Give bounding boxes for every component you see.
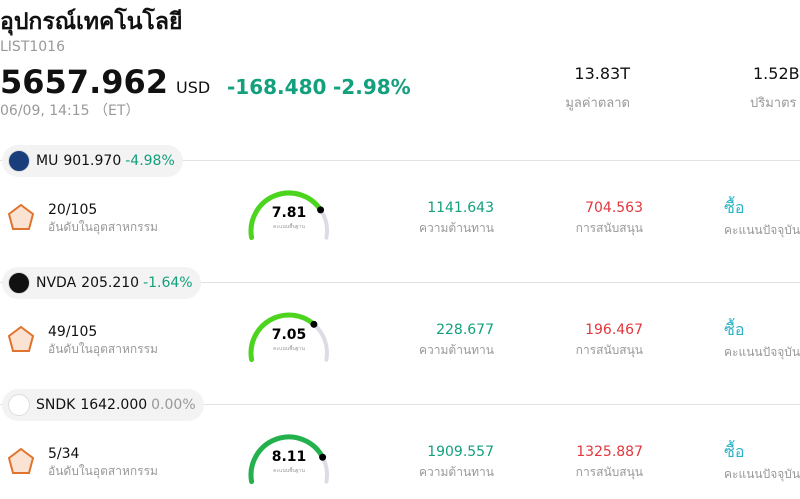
resistance: 1141.643 xyxy=(427,200,494,216)
support-label: การสนับสนุน xyxy=(575,221,643,235)
support-label: การสนับสนุน xyxy=(575,343,643,357)
list-id: LIST1016 xyxy=(0,39,65,55)
gauge-track xyxy=(320,455,329,484)
rank-label: อันดับในอุตสาหกรรม xyxy=(48,342,158,356)
rating: ซื้อ xyxy=(724,320,745,339)
rank-icon xyxy=(7,447,35,474)
logo xyxy=(8,394,30,416)
rank: 5/34 xyxy=(48,446,80,462)
separator xyxy=(0,282,800,283)
gauge-arc xyxy=(248,312,317,363)
separator xyxy=(0,404,800,405)
rank-shape xyxy=(7,325,35,352)
stock-change: 0.00% xyxy=(151,397,196,413)
support: 196.467 xyxy=(585,322,643,338)
title: อุปกรณ์เทคโนโลยี xyxy=(0,9,183,35)
rating: ซื้อ xyxy=(724,198,745,217)
stock-price: 1642.000 xyxy=(80,397,148,413)
stock-change: -4.98% xyxy=(125,153,175,169)
currency: USD xyxy=(176,78,211,97)
price: 5657.962 xyxy=(0,63,169,101)
rating: ซื้อ xyxy=(724,442,745,461)
score-label: คะแนนพื้นฐาน xyxy=(273,221,305,230)
separator xyxy=(0,160,800,161)
support-label: การสนับสนุน xyxy=(575,465,643,479)
logo xyxy=(8,272,30,294)
gauge-track xyxy=(311,322,329,362)
gauge-track xyxy=(318,207,329,240)
volume-label: ปริมาตร xyxy=(750,96,797,111)
score-label: คะแนนพื้นฐาน xyxy=(273,465,305,474)
market-cap-label: มูลค่าตลาด xyxy=(565,96,630,111)
gauge-dot xyxy=(319,453,327,461)
resistance: 228.677 xyxy=(436,322,494,338)
resistance-label: ความต้านทาน xyxy=(419,343,494,357)
resistance-label: ความต้านทาน xyxy=(419,465,494,479)
support: 1325.887 xyxy=(576,444,643,460)
ticker: MU xyxy=(36,153,59,169)
stock-change: -1.64% xyxy=(143,275,193,291)
change-pct: -2.98% xyxy=(333,75,411,99)
gauge-arc xyxy=(248,190,324,241)
datetime: 06/09, 14:15 （ET） xyxy=(0,103,140,119)
stock-pill[interactable]: SNDK 1642.000 0.00% xyxy=(2,389,204,421)
rank: 20/105 xyxy=(48,202,98,218)
score-label: คะแนนพื้นฐาน xyxy=(273,343,305,352)
rank-label: อันดับในอุตสาหกรรม xyxy=(48,220,158,234)
logo xyxy=(8,150,30,172)
rank-icon xyxy=(7,203,35,230)
rating-label: คะแนนปัจจุบัน xyxy=(724,223,800,237)
ticker: SNDK xyxy=(36,397,76,413)
ticker: NVDA xyxy=(36,275,77,291)
rank-label: อันดับในอุตสาหกรรม xyxy=(48,464,158,478)
change: -168.480 xyxy=(227,75,327,99)
stock-price: 205.210 xyxy=(81,275,140,291)
rank-shape xyxy=(7,447,35,474)
resistance-label: ความต้านทาน xyxy=(419,221,494,235)
stock-pill[interactable]: MU 901.970 -4.98% xyxy=(2,145,183,177)
rating-label: คะแนนปัจจุบัน xyxy=(724,345,800,359)
score: 7.81 xyxy=(272,205,307,221)
score: 7.05 xyxy=(272,327,307,343)
stock-pill[interactable]: NVDA 205.210 -1.64% xyxy=(2,267,201,299)
volume: 1.52B xyxy=(753,64,800,83)
support: 704.563 xyxy=(585,200,643,216)
rank-icon xyxy=(7,325,35,352)
market-cap: 13.83T xyxy=(574,64,630,83)
rank: 49/105 xyxy=(48,324,98,340)
gauge-dot xyxy=(310,320,318,328)
gauge-arc xyxy=(248,434,326,485)
resistance: 1909.557 xyxy=(427,444,494,460)
rating-label: คะแนนปัจจุบัน xyxy=(724,467,800,481)
gauge-dot xyxy=(317,206,325,214)
rank-shape xyxy=(7,203,35,230)
stock-price: 901.970 xyxy=(63,153,122,169)
score: 8.11 xyxy=(272,449,307,465)
